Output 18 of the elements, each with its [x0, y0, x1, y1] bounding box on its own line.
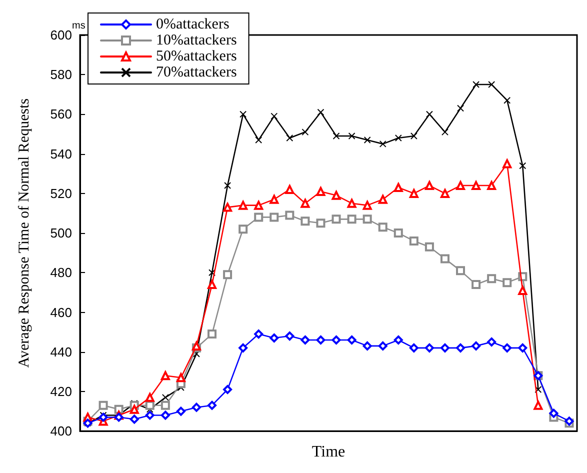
legend-label: 0%attackers: [156, 16, 230, 32]
legend-label: 10%attackers: [156, 32, 237, 48]
y-tick-label: 420: [50, 384, 72, 399]
legend-label: 70%attackers: [156, 64, 237, 80]
y-tick-label: 500: [50, 226, 72, 241]
y-tick-label: 600: [50, 28, 72, 42]
legend-label: 50%attackers: [156, 48, 237, 64]
y-tick-label: 460: [50, 304, 72, 320]
text: ms: [72, 20, 86, 32]
y-tick-label: 580: [50, 67, 72, 82]
y-tick-label: 440: [50, 344, 72, 360]
y-tick-label: 560: [50, 106, 72, 122]
y-tick-label: 400: [50, 424, 72, 439]
y-tick-label: 480: [50, 265, 72, 280]
y-axis-title: Average Response Time of Normal Requests: [16, 98, 32, 368]
y-tick-label: 540: [50, 146, 72, 162]
y-tick-label: 520: [50, 186, 72, 201]
x-axis-title: Time: [312, 444, 346, 460]
